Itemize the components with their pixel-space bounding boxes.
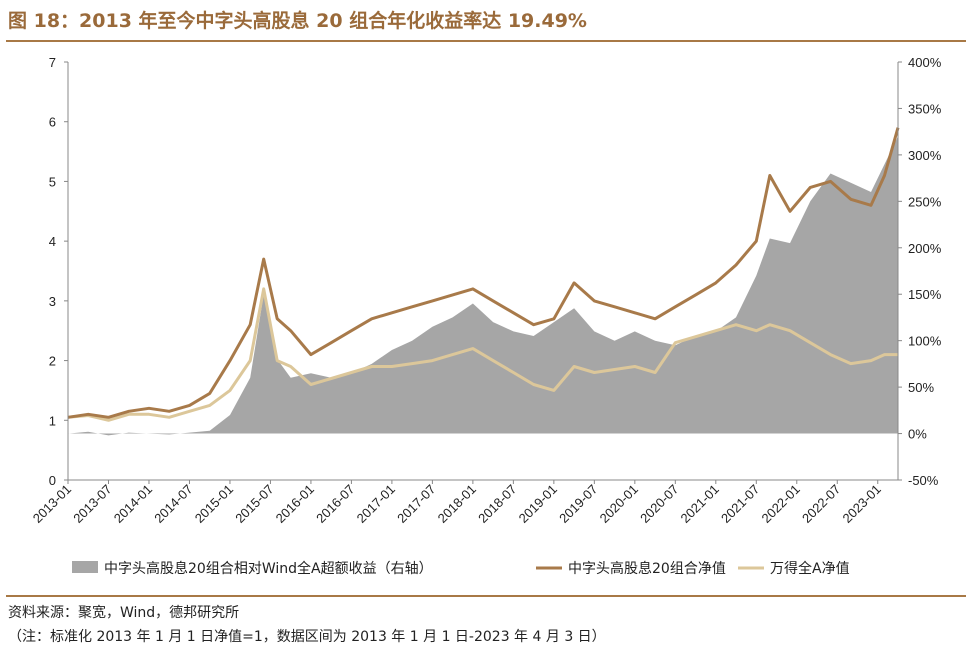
x-tick-label: 2021-07 [718, 482, 762, 526]
legend-label: 中字头高股息20组合净值 [568, 560, 726, 577]
left-tick-label: 2 [49, 354, 56, 369]
left-tick-label: 0 [49, 473, 56, 488]
figure-title: 图 18：2013 年至今中字头高股息 20 组合年化收益率达 19.49% [8, 10, 587, 32]
left-tick-label: 7 [49, 55, 56, 70]
x-tick-label: 2013-07 [70, 482, 114, 526]
bottom-rule [6, 595, 966, 597]
left-tick-label: 6 [49, 115, 56, 130]
x-tick-label: 2014-01 [111, 482, 155, 526]
x-tick-label: 2019-01 [516, 482, 560, 526]
right-tick-label: 300% [908, 148, 942, 163]
left-tick-label: 1 [49, 413, 56, 428]
source-note: 资料来源：聚宽，Wind，德邦研究所 [8, 605, 240, 621]
series-portfolio-line [67, 127, 900, 419]
x-tick-label: 2015-01 [192, 482, 236, 526]
x-tick-label: 2021-01 [678, 482, 722, 526]
x-tick-label: 2019-07 [556, 482, 600, 526]
chart: 0 1 2 3 4 5 6 7 -50% 0% 50% 100% 150% 200% 250% 300% 350… [30, 55, 942, 577]
left-tick-label: 4 [49, 234, 56, 249]
right-tick-label: 350% [908, 101, 942, 116]
right-tick-label: -50% [908, 473, 939, 488]
left-tick-label: 3 [49, 294, 56, 309]
x-tick-label: 2023-01 [840, 482, 884, 526]
right-tick-label: 0% [908, 427, 927, 442]
x-tick-label: 2016-01 [273, 482, 317, 526]
x-tick-label: 2013-01 [30, 482, 74, 526]
x-tick-label: 2018-07 [475, 482, 519, 526]
legend-swatch-excess [72, 561, 98, 573]
x-tick-label: 2020-07 [637, 482, 681, 526]
footnote: （注：标准化 2013 年 1 月 1 日净值=1，数据区间为 2013 年 1… [8, 629, 606, 645]
x-tick-label: 2020-01 [597, 482, 641, 526]
right-tick-label: 150% [908, 287, 942, 302]
x-tick-label: 2017-01 [354, 482, 398, 526]
left-tick-label: 5 [49, 174, 56, 189]
x-tick-label: 2018-01 [435, 482, 479, 526]
series-excess-return-area [68, 136, 898, 436]
right-tick-label: 200% [908, 241, 942, 256]
top-rule [6, 40, 966, 42]
series-wind-a-line [67, 287, 898, 422]
x-tick-label: 2015-07 [232, 482, 276, 526]
legend-label: 中字头高股息20组合相对Wind全A超额收益（右轴） [104, 560, 433, 577]
x-tick-label: 2022-07 [799, 482, 843, 526]
x-tick-label: 2022-01 [759, 482, 803, 526]
x-tick-label: 2017-07 [394, 482, 438, 526]
right-tick-label: 100% [908, 334, 942, 349]
right-tick-label: 250% [908, 194, 942, 209]
right-tick-label: 50% [908, 380, 934, 395]
legend-label: 万得全A净值 [770, 560, 850, 577]
x-tick-label: 2014-07 [151, 482, 195, 526]
right-tick-label: 400% [908, 55, 942, 70]
x-tick-label: 2016-07 [313, 482, 357, 526]
